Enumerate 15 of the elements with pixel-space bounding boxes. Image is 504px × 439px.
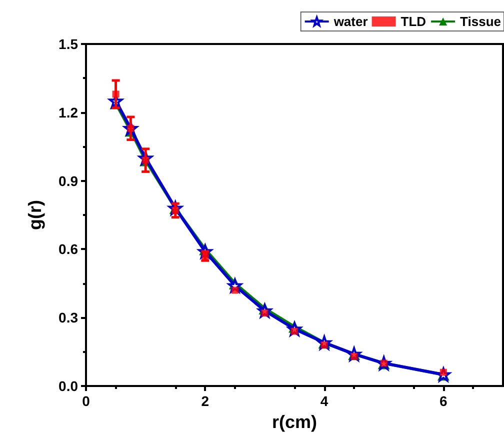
- x-tick-label: 0: [82, 393, 90, 409]
- y-axis-title: g(r): [25, 200, 45, 230]
- y-tick-label: 0.3: [58, 310, 78, 326]
- legend-label: water: [332, 14, 368, 29]
- y-tick-label: 0.6: [58, 241, 78, 258]
- legend-label: TLD: [400, 14, 426, 29]
- x-tick-label: 2: [201, 393, 210, 409]
- x-tick-label: 4: [320, 393, 328, 409]
- legend-label: Tissue: [460, 14, 502, 29]
- y-tick-label: 1.5: [58, 36, 78, 52]
- y-tick-label: 1.2: [58, 104, 78, 120]
- y-tick-label: 0.9: [58, 172, 78, 189]
- y-tick-label: 0.0: [58, 378, 78, 394]
- x-axis-title: r(cm): [272, 412, 318, 432]
- x-tick-label: 6: [440, 393, 448, 409]
